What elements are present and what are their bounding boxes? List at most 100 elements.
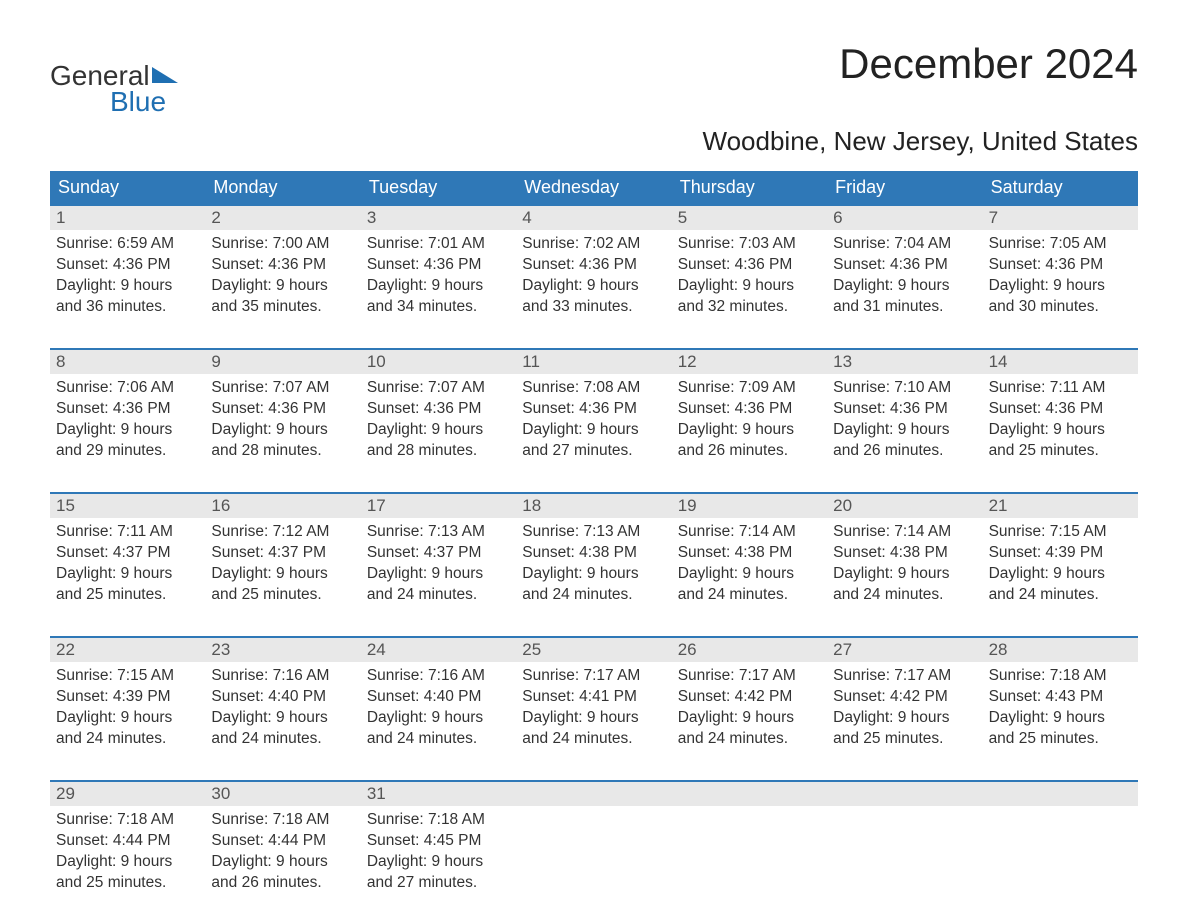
- day-number: 30: [205, 782, 360, 806]
- cell-d1: Daylight: 9 hours: [367, 564, 510, 585]
- daynum-row: 293031: [50, 782, 1138, 806]
- cell-sunrise: Sunrise: 7:05 AM: [989, 234, 1132, 255]
- calendar-cell: Sunrise: 7:01 AMSunset: 4:36 PMDaylight:…: [361, 230, 516, 330]
- cell-d2: and 24 minutes.: [989, 585, 1132, 606]
- day-number: 14: [983, 350, 1138, 374]
- cell-sunset: Sunset: 4:36 PM: [367, 399, 510, 420]
- calendar-cell: Sunrise: 7:17 AMSunset: 4:42 PMDaylight:…: [672, 662, 827, 762]
- calendar-cell: Sunrise: 7:17 AMSunset: 4:42 PMDaylight:…: [827, 662, 982, 762]
- daynum-row: 15161718192021: [50, 494, 1138, 518]
- cell-sunset: Sunset: 4:37 PM: [211, 543, 354, 564]
- daynum-row: 22232425262728: [50, 638, 1138, 662]
- cell-d2: and 27 minutes.: [367, 873, 510, 894]
- brand-bottom: Blue: [110, 86, 166, 118]
- day-number: 8: [50, 350, 205, 374]
- day-number: 1: [50, 206, 205, 230]
- cell-d2: and 29 minutes.: [56, 441, 199, 462]
- cell-d2: and 24 minutes.: [833, 585, 976, 606]
- cell-d1: Daylight: 9 hours: [211, 852, 354, 873]
- calendar-cell: Sunrise: 7:06 AMSunset: 4:36 PMDaylight:…: [50, 374, 205, 474]
- cell-d1: Daylight: 9 hours: [367, 276, 510, 297]
- cell-sunrise: Sunrise: 7:14 AM: [678, 522, 821, 543]
- cell-sunrise: Sunrise: 7:16 AM: [367, 666, 510, 687]
- cell-sunrise: Sunrise: 7:13 AM: [367, 522, 510, 543]
- cell-d2: and 24 minutes.: [211, 729, 354, 750]
- calendar-cell: Sunrise: 7:15 AMSunset: 4:39 PMDaylight:…: [983, 518, 1138, 618]
- day-number: 4: [516, 206, 671, 230]
- cell-d1: Daylight: 9 hours: [678, 276, 821, 297]
- calendar-cell: Sunrise: 7:11 AMSunset: 4:37 PMDaylight:…: [50, 518, 205, 618]
- daynum-row: 891011121314: [50, 350, 1138, 374]
- day-number: 5: [672, 206, 827, 230]
- cell-d2: and 24 minutes.: [56, 729, 199, 750]
- cell-d2: and 30 minutes.: [989, 297, 1132, 318]
- cell-sunset: Sunset: 4:37 PM: [56, 543, 199, 564]
- cell-d1: Daylight: 9 hours: [367, 708, 510, 729]
- week-row: 1234567Sunrise: 6:59 AMSunset: 4:36 PMDa…: [50, 204, 1138, 330]
- calendar-cell: Sunrise: 7:07 AMSunset: 4:36 PMDaylight:…: [361, 374, 516, 474]
- cell-d1: Daylight: 9 hours: [211, 708, 354, 729]
- cell-sunrise: Sunrise: 7:01 AM: [367, 234, 510, 255]
- cell-sunrise: Sunrise: 7:13 AM: [522, 522, 665, 543]
- cell-d2: and 24 minutes.: [367, 729, 510, 750]
- day-number: [672, 782, 827, 806]
- triangle-icon: [152, 65, 178, 85]
- day-header-friday: Friday: [827, 171, 982, 204]
- cell-d2: and 28 minutes.: [211, 441, 354, 462]
- cell-sunset: Sunset: 4:42 PM: [833, 687, 976, 708]
- page-title: December 2024: [839, 40, 1138, 88]
- cell-sunrise: Sunrise: 7:18 AM: [211, 810, 354, 831]
- location-subtitle: Woodbine, New Jersey, United States: [50, 126, 1138, 157]
- cell-sunset: Sunset: 4:41 PM: [522, 687, 665, 708]
- calendar-cell: Sunrise: 7:17 AMSunset: 4:41 PMDaylight:…: [516, 662, 671, 762]
- day-number: 13: [827, 350, 982, 374]
- cell-d1: Daylight: 9 hours: [56, 708, 199, 729]
- cell-sunrise: Sunrise: 7:08 AM: [522, 378, 665, 399]
- cell-d1: Daylight: 9 hours: [833, 420, 976, 441]
- cell-d1: Daylight: 9 hours: [522, 564, 665, 585]
- cell-d1: Daylight: 9 hours: [989, 420, 1132, 441]
- day-number: 10: [361, 350, 516, 374]
- calendar-cell: Sunrise: 7:12 AMSunset: 4:37 PMDaylight:…: [205, 518, 360, 618]
- cell-d2: and 26 minutes.: [833, 441, 976, 462]
- cell-sunrise: Sunrise: 7:17 AM: [522, 666, 665, 687]
- cell-d2: and 36 minutes.: [56, 297, 199, 318]
- cell-d1: Daylight: 9 hours: [211, 276, 354, 297]
- cell-sunrise: Sunrise: 7:10 AM: [833, 378, 976, 399]
- cell-sunset: Sunset: 4:38 PM: [833, 543, 976, 564]
- cell-sunrise: Sunrise: 7:16 AM: [211, 666, 354, 687]
- calendar-cell: [672, 806, 827, 906]
- calendar-cell: Sunrise: 7:18 AMSunset: 4:45 PMDaylight:…: [361, 806, 516, 906]
- day-header-row: SundayMondayTuesdayWednesdayThursdayFrid…: [50, 171, 1138, 204]
- calendar-cell: Sunrise: 7:16 AMSunset: 4:40 PMDaylight:…: [361, 662, 516, 762]
- cell-d1: Daylight: 9 hours: [989, 708, 1132, 729]
- day-number: 3: [361, 206, 516, 230]
- cell-d1: Daylight: 9 hours: [833, 708, 976, 729]
- calendar-cell: Sunrise: 7:08 AMSunset: 4:36 PMDaylight:…: [516, 374, 671, 474]
- cell-d1: Daylight: 9 hours: [56, 564, 199, 585]
- cell-d1: Daylight: 9 hours: [367, 852, 510, 873]
- cell-d2: and 26 minutes.: [678, 441, 821, 462]
- calendar-cell: Sunrise: 6:59 AMSunset: 4:36 PMDaylight:…: [50, 230, 205, 330]
- calendar-cell: Sunrise: 7:15 AMSunset: 4:39 PMDaylight:…: [50, 662, 205, 762]
- cell-d2: and 32 minutes.: [678, 297, 821, 318]
- day-number: 17: [361, 494, 516, 518]
- cell-d2: and 34 minutes.: [367, 297, 510, 318]
- cell-sunrise: Sunrise: 7:07 AM: [367, 378, 510, 399]
- cell-d2: and 24 minutes.: [678, 729, 821, 750]
- cell-sunset: Sunset: 4:36 PM: [989, 399, 1132, 420]
- cell-sunrise: Sunrise: 7:18 AM: [989, 666, 1132, 687]
- day-number: 18: [516, 494, 671, 518]
- day-number: 12: [672, 350, 827, 374]
- day-number: 29: [50, 782, 205, 806]
- day-number: 9: [205, 350, 360, 374]
- day-number: 26: [672, 638, 827, 662]
- cell-d2: and 35 minutes.: [211, 297, 354, 318]
- cell-sunrise: Sunrise: 7:09 AM: [678, 378, 821, 399]
- cell-d1: Daylight: 9 hours: [522, 420, 665, 441]
- cell-d1: Daylight: 9 hours: [833, 564, 976, 585]
- cell-sunset: Sunset: 4:37 PM: [367, 543, 510, 564]
- calendar-cell: [827, 806, 982, 906]
- cell-sunset: Sunset: 4:44 PM: [211, 831, 354, 852]
- calendar-cell: Sunrise: 7:18 AMSunset: 4:43 PMDaylight:…: [983, 662, 1138, 762]
